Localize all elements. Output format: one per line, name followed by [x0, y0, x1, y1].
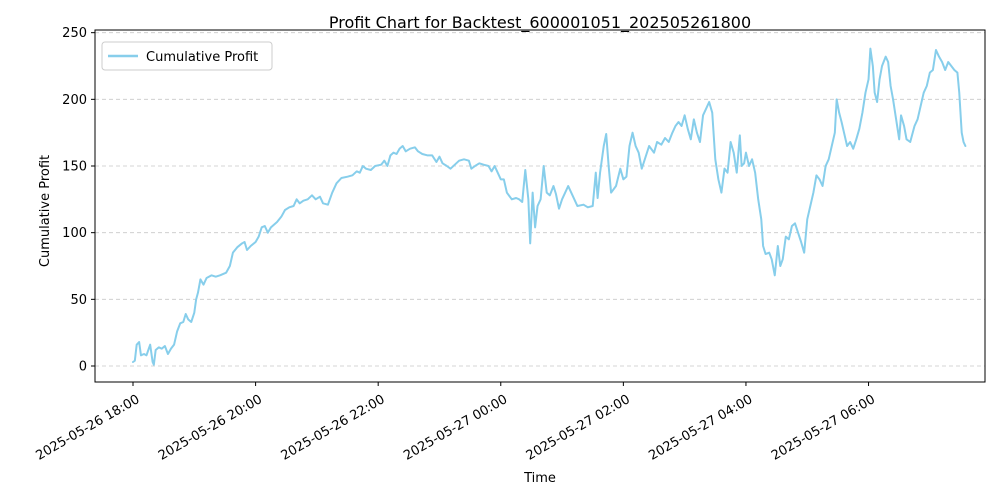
legend-label: Cumulative Profit [146, 50, 258, 65]
y-tick-label: 100 [62, 226, 87, 241]
cumulative-profit-line [132, 47, 967, 366]
chart-title: Profit Chart for Backtest_600001051_2025… [329, 13, 751, 33]
y-tick-label: 250 [62, 26, 87, 41]
legend: Cumulative Profit [101, 41, 273, 71]
y-axis-label: Cumulative Profit [38, 155, 53, 267]
grid-lines [95, 32, 985, 367]
y-tick-label: 200 [62, 93, 87, 108]
plot-frame [94, 29, 986, 383]
y-tick-label: 0 [79, 360, 87, 375]
series-layer [132, 47, 967, 366]
y-tick-label: 150 [62, 160, 87, 175]
y-axis: 0 50 100 150 200 250 [62, 26, 95, 375]
legend-box [101, 41, 273, 71]
x-axis-label: Time [523, 471, 556, 486]
y-tick-label: 50 [70, 293, 87, 308]
